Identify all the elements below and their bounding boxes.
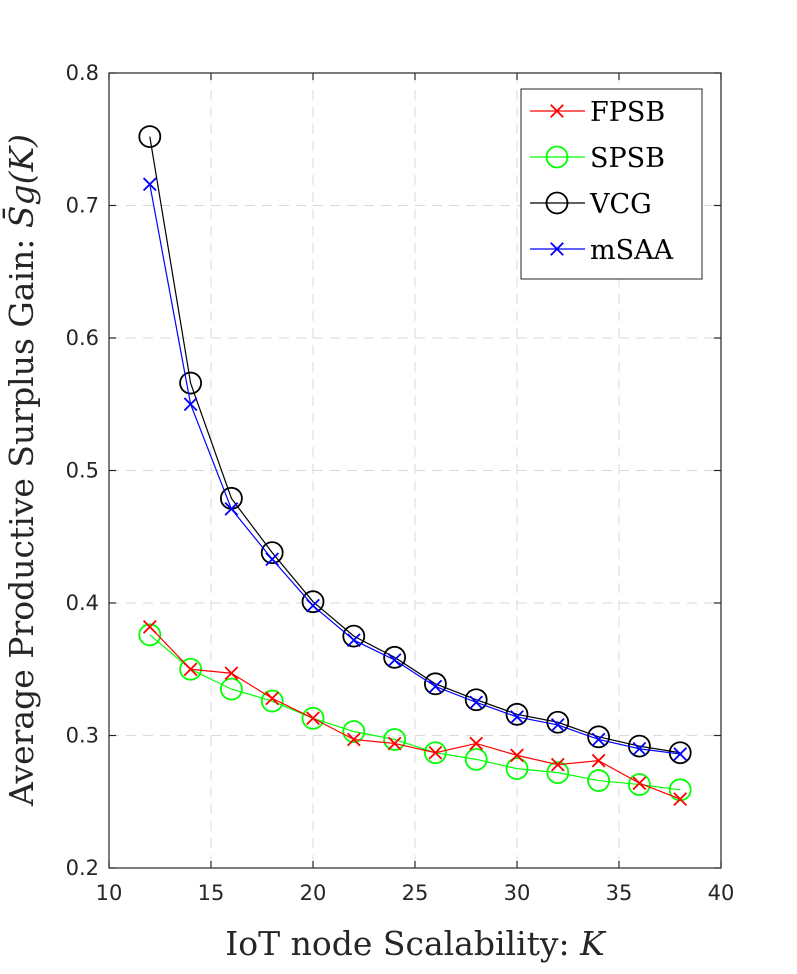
series-line-msaa xyxy=(149,184,681,755)
y-tick-label: 0.7 xyxy=(66,194,99,218)
circle-marker xyxy=(587,769,610,792)
circle-marker xyxy=(546,761,570,784)
circle-marker xyxy=(545,145,569,169)
series-fpsb xyxy=(142,619,688,806)
x-tick-label: 35 xyxy=(606,881,633,905)
x-tick-label: 30 xyxy=(504,881,531,905)
y-axis-title-variable: S̄g(K) xyxy=(1,134,41,228)
legend-item-msaa: mSAA xyxy=(530,235,674,266)
legend-item-vcg: VCG xyxy=(530,189,652,220)
y-tick-label: 0.3 xyxy=(66,724,99,748)
series-layer xyxy=(138,125,692,806)
x-marker xyxy=(224,502,239,516)
x-axis-title: IoT node Scalability: K xyxy=(225,924,607,963)
x-marker xyxy=(550,104,564,118)
circle-marker xyxy=(179,371,203,395)
x-marker xyxy=(469,736,484,751)
x-tick-label: 15 xyxy=(198,881,225,905)
series-spsb xyxy=(138,623,692,802)
x-axis-title-text: IoT node Scalability: xyxy=(225,924,580,963)
circle-marker xyxy=(505,757,529,781)
circle-marker xyxy=(628,773,651,796)
x-marker xyxy=(632,776,647,791)
x-tick-label: 40 xyxy=(708,881,735,905)
y-tick-label: 0.4 xyxy=(66,591,99,615)
x-marker xyxy=(346,633,361,647)
circle-marker xyxy=(464,747,488,771)
legend-label-vcg: VCG xyxy=(589,189,652,220)
x-marker xyxy=(550,757,565,772)
circle-marker xyxy=(423,741,447,765)
x-marker xyxy=(673,792,688,806)
circle-marker xyxy=(342,720,366,743)
x-marker xyxy=(306,598,320,613)
series-line-spsb xyxy=(149,634,681,791)
legend-item-spsb: SPSB xyxy=(530,143,665,174)
legend: FPSB SPSB VCG mSAA xyxy=(520,88,703,280)
x-marker xyxy=(591,753,606,768)
circle-marker xyxy=(301,706,325,730)
circle-marker xyxy=(505,702,529,726)
circle-marker xyxy=(138,125,162,149)
circle-marker xyxy=(423,672,447,696)
circle-marker xyxy=(342,624,366,648)
x-marker xyxy=(428,745,443,760)
y-tick-label: 0.2 xyxy=(66,856,99,880)
x-marker xyxy=(632,741,647,756)
circle-marker xyxy=(179,657,203,681)
legend-box xyxy=(520,88,703,280)
axis-ticks: 10 15 20 25 30 35 40 0.2 0.3 0.4 0.5 0.6 0.7 0.8 xyxy=(66,61,735,905)
circle-marker xyxy=(464,688,488,712)
x-marker xyxy=(469,695,484,710)
y-tick-label: 0.8 xyxy=(66,61,99,85)
x-marker xyxy=(550,242,564,256)
x-marker xyxy=(673,747,688,761)
circle-marker xyxy=(301,590,325,614)
series-msaa xyxy=(142,177,688,761)
series-line-fpsb xyxy=(149,626,681,800)
x-marker xyxy=(306,711,320,726)
circle-marker xyxy=(138,623,162,647)
legend-item-fpsb: FPSB xyxy=(530,97,665,128)
y-tick-label: 0.6 xyxy=(66,326,99,350)
y-tick-label: 0.5 xyxy=(66,459,99,483)
x-axis-title-variable: K xyxy=(579,924,607,963)
circle-marker xyxy=(383,645,407,669)
x-marker xyxy=(183,397,198,412)
x-marker xyxy=(387,653,402,667)
circle-marker xyxy=(587,725,610,749)
legend-label-fpsb: FPSB xyxy=(590,97,665,128)
legend-label-msaa: mSAA xyxy=(590,235,674,266)
x-marker xyxy=(265,552,280,567)
x-marker xyxy=(183,662,198,677)
legend-label-spsb: SPSB xyxy=(590,143,665,174)
x-marker xyxy=(591,732,606,747)
x-marker xyxy=(265,691,280,706)
y-axis-title: Average Productive Surplus Gain: S̄g(K) xyxy=(1,134,41,807)
x-marker xyxy=(142,177,157,192)
circle-marker xyxy=(260,689,284,713)
circle-marker xyxy=(545,191,569,215)
x-tick-label: 10 xyxy=(96,881,123,905)
circle-marker xyxy=(260,541,284,565)
x-tick-label: 25 xyxy=(402,881,429,905)
grid xyxy=(109,73,721,868)
x-marker xyxy=(510,748,524,763)
x-marker xyxy=(510,710,524,724)
x-marker xyxy=(224,666,239,681)
x-marker xyxy=(346,732,361,747)
y-axis-title-text: Average Productive Surplus Gain: xyxy=(2,228,41,807)
x-marker xyxy=(387,736,402,751)
x-tick-label: 20 xyxy=(300,881,327,905)
x-marker xyxy=(142,619,157,634)
circle-marker xyxy=(383,728,407,751)
circle-marker xyxy=(219,677,243,701)
x-marker xyxy=(428,679,443,694)
x-marker xyxy=(550,718,565,732)
